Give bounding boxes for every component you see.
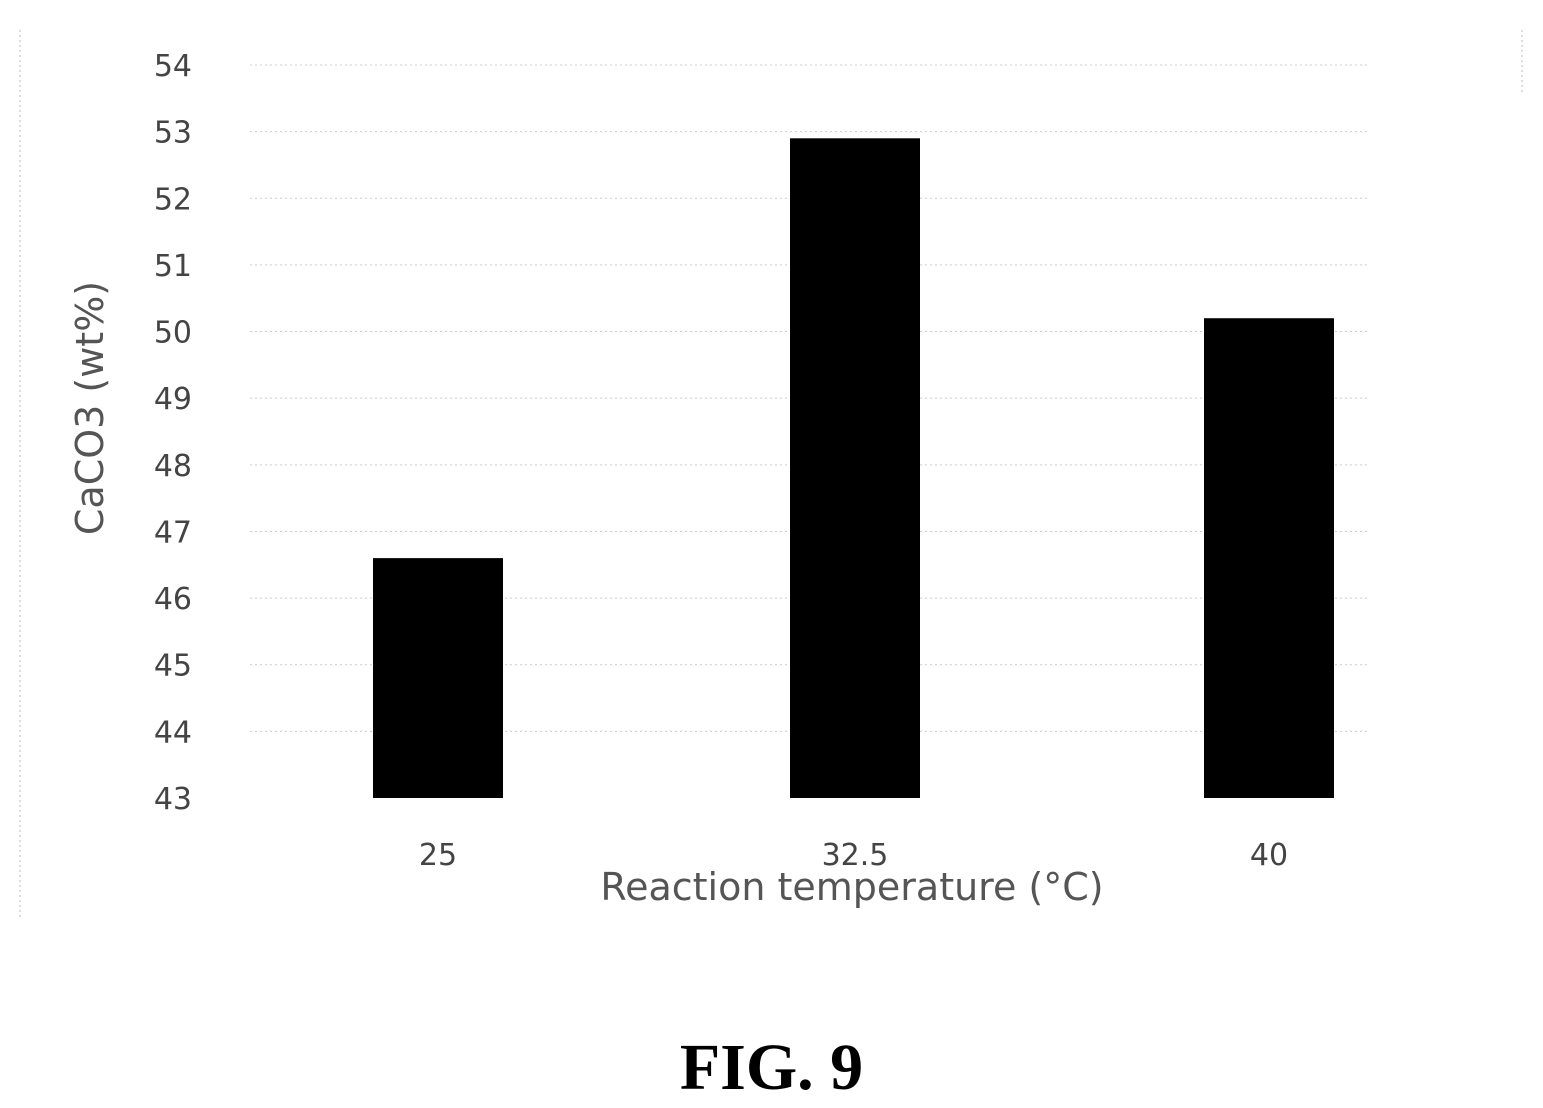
y-tick-label: 51 bbox=[154, 249, 192, 284]
y-axis-ticks: 43 44 45 46 47 48 49 50 51 52 53 54 bbox=[154, 49, 192, 817]
x-axis-categories: 25 32.5 40 bbox=[419, 838, 1288, 873]
y-tick-label: 45 bbox=[154, 649, 192, 684]
figure-caption: FIG. 9 bbox=[679, 1031, 864, 1104]
y-tick-label: 54 bbox=[154, 49, 192, 84]
bar-32-5 bbox=[790, 138, 920, 799]
bar-25 bbox=[373, 558, 503, 798]
y-tick-label: 52 bbox=[154, 182, 192, 217]
chart-frame bbox=[19, 30, 1523, 920]
y-tick-label: 48 bbox=[154, 449, 192, 484]
y-axis-title: CaCO3 (wt%) bbox=[68, 281, 112, 535]
y-tick-label: 44 bbox=[154, 715, 192, 750]
x-tick-label: 40 bbox=[1250, 838, 1288, 873]
x-tick-label: 32.5 bbox=[822, 838, 889, 873]
y-tick-label: 46 bbox=[154, 582, 192, 617]
bar-chart: 43 44 45 46 47 48 49 50 51 52 53 54 25 32.5 40 CaCO3 … bbox=[19, 30, 1523, 920]
x-tick-label: 25 bbox=[419, 838, 457, 873]
y-tick-label: 50 bbox=[154, 316, 192, 351]
bars bbox=[373, 138, 1334, 799]
y-tick-label: 43 bbox=[154, 782, 192, 817]
x-axis-title: Reaction temperature (°C) bbox=[600, 865, 1103, 909]
bar-40 bbox=[1204, 318, 1334, 798]
y-tick-label: 47 bbox=[154, 515, 192, 550]
y-tick-label: 53 bbox=[154, 116, 192, 151]
y-tick-label: 49 bbox=[154, 382, 192, 417]
